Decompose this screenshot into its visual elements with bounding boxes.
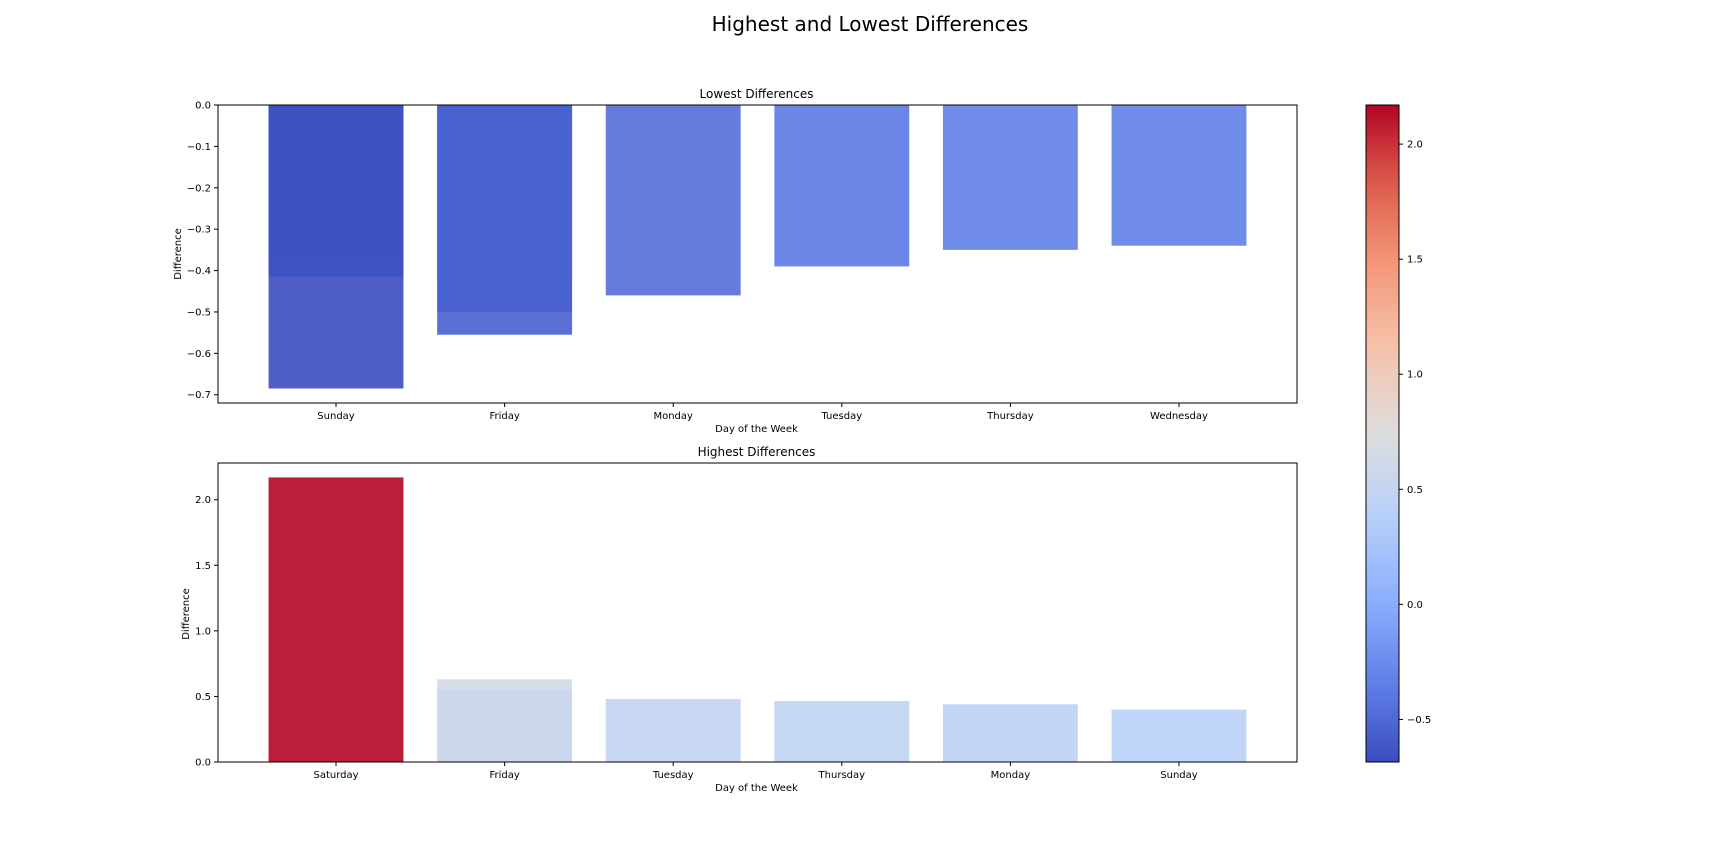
- highest-bars: [268, 477, 1247, 762]
- x-tick-label: Wednesday: [1150, 411, 1208, 422]
- colorbar-tick-label: −0.5: [1407, 715, 1431, 726]
- colorbar-tick-label: 1.5: [1407, 255, 1423, 266]
- figure-title: Highest and Lowest Differences: [712, 12, 1029, 36]
- highest-x-axis-label: Day of the Week: [715, 783, 798, 794]
- bar-friday: [437, 105, 573, 335]
- x-tick-label: Monday: [653, 411, 693, 422]
- bar-thursday: [774, 701, 910, 762]
- x-tick-label: Saturday: [313, 770, 358, 781]
- highest-x-ticks: Saturday Friday Tuesday Thursday Monday Sunda…: [313, 762, 1198, 781]
- highest-chart-title: Highest Differences: [698, 445, 816, 459]
- lowest-differences-chart: Lowest Differences 0.0 −0.1 −0.2 −0.3 −0.4 −0…: [173, 87, 1298, 435]
- x-tick-label: Thursday: [818, 770, 866, 781]
- highest-differences-chart: Highest Differences 0.0 0.5 1.0 1.5 2.0 Satu…: [181, 445, 1298, 794]
- highest-y-axis-label: Difference: [181, 588, 192, 640]
- bar-sunday: [1111, 709, 1247, 762]
- y-tick-label: −0.1: [187, 142, 211, 153]
- y-tick-label: 1.0: [195, 626, 211, 637]
- x-tick-label: Friday: [489, 770, 519, 781]
- bar-wednesday: [1111, 105, 1247, 246]
- lowest-x-ticks: Sunday Friday Monday Tuesday Thursday Wednesd…: [317, 403, 1208, 422]
- highest-y-ticks: 0.0 0.5 1.0 1.5 2.0: [195, 495, 218, 769]
- lowest-y-ticks: 0.0 −0.1 −0.2 −0.3 −0.4 −0.5 −0.6 −0.7: [187, 101, 218, 401]
- colorbar: 2.0 1.5 1.0 0.5 0.0 −0.5: [1365, 104, 1431, 763]
- bar-thursday: [942, 105, 1078, 250]
- colorbar-tick-label: 0.5: [1407, 485, 1423, 496]
- y-tick-label: 2.0: [195, 495, 211, 506]
- colorbar-ticks: 2.0 1.5 1.0 0.5 0.0 −0.5: [1399, 140, 1431, 726]
- bar-tuesday: [605, 699, 741, 762]
- y-tick-label: 0.0: [195, 101, 211, 112]
- lowest-bars: [268, 105, 1247, 389]
- lowest-y-axis-label: Difference: [173, 228, 184, 280]
- x-tick-label: Tuesday: [820, 411, 862, 422]
- colorbar-tick-label: 1.0: [1407, 370, 1423, 381]
- y-tick-label: −0.4: [187, 266, 211, 277]
- bar-saturday: [268, 477, 404, 762]
- highest-axes-frame: [217, 462, 1298, 763]
- colorbar-gradient: [1365, 104, 1400, 763]
- colorbar-tick-label: 2.0: [1407, 140, 1423, 151]
- x-tick-label: Sunday: [1160, 770, 1197, 781]
- bar-tuesday: [774, 105, 910, 267]
- lowest-axes-frame: [217, 104, 1298, 404]
- y-tick-label: −0.2: [187, 183, 211, 194]
- y-tick-label: −0.3: [187, 225, 211, 236]
- bar-monday: [605, 105, 741, 296]
- bar-friday: [437, 689, 573, 762]
- y-tick-label: 0.0: [195, 758, 211, 769]
- y-tick-label: −0.7: [187, 390, 211, 401]
- bar-monday: [942, 704, 1078, 762]
- y-tick-label: 0.5: [195, 692, 211, 703]
- colorbar-tick-label: 0.0: [1407, 600, 1423, 611]
- lowest-x-axis-label: Day of the Week: [715, 424, 798, 435]
- x-tick-label: Monday: [991, 770, 1031, 781]
- lowest-chart-title: Lowest Differences: [700, 87, 814, 101]
- bar-sunday: [268, 105, 404, 389]
- x-tick-label: Tuesday: [652, 770, 694, 781]
- y-tick-label: −0.5: [187, 307, 211, 318]
- x-tick-label: Sunday: [317, 411, 354, 422]
- x-tick-label: Friday: [489, 411, 519, 422]
- y-tick-label: 1.5: [195, 561, 211, 572]
- y-tick-label: −0.6: [187, 349, 211, 360]
- x-tick-label: Thursday: [986, 411, 1034, 422]
